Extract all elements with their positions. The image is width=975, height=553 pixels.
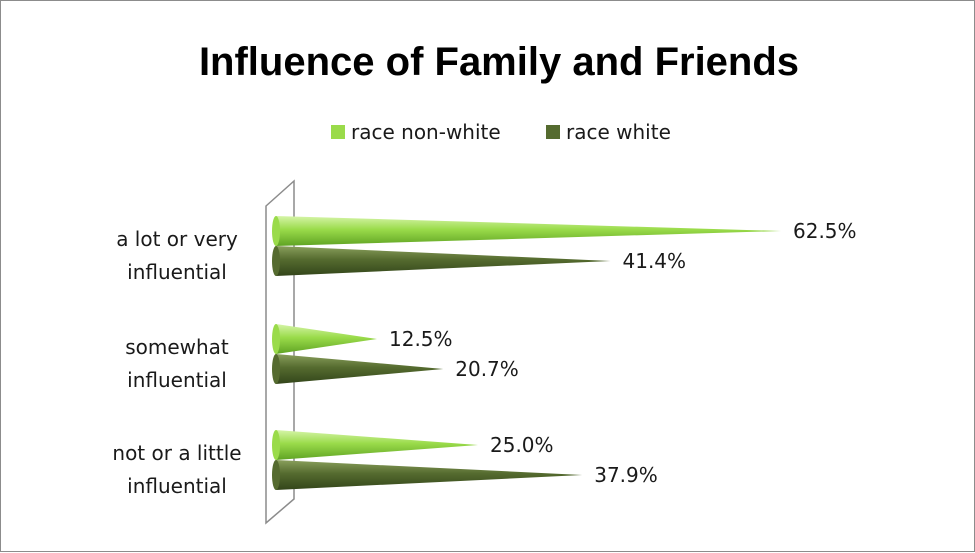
category-label: influential xyxy=(127,474,227,498)
bar-race-white xyxy=(272,354,444,384)
data-label: 37.9% xyxy=(594,463,658,487)
chart-title: Influence of Family and Friends xyxy=(199,40,799,84)
category-label: a lot or very xyxy=(116,227,238,251)
data-label: 12.5% xyxy=(389,327,453,351)
category-label: not or a little xyxy=(112,441,241,465)
data-label: 20.7% xyxy=(455,357,519,381)
legend-swatch-race-white xyxy=(546,125,560,139)
bar-cone xyxy=(276,354,444,384)
legend: race non-white race white xyxy=(331,120,671,144)
bar-base xyxy=(272,324,280,354)
bar-race-non-white xyxy=(272,216,781,246)
bar-cone xyxy=(276,460,583,490)
bars xyxy=(272,216,781,490)
bar-race-non-white xyxy=(272,324,377,354)
bar-base xyxy=(272,460,280,490)
bar-race-white xyxy=(272,460,583,490)
bar-cone xyxy=(276,324,377,354)
data-label: 41.4% xyxy=(623,249,687,273)
bar-race-non-white xyxy=(272,430,478,460)
legend-label-race-non-white: race non-white xyxy=(351,120,501,144)
bar-base xyxy=(272,246,280,276)
data-label: 25.0% xyxy=(490,433,554,457)
bar-cone xyxy=(276,430,478,460)
bar-base xyxy=(272,354,280,384)
bar-cone xyxy=(276,216,781,246)
bar-cone xyxy=(276,246,611,276)
bar-base xyxy=(272,430,280,460)
category-label: influential xyxy=(127,260,227,284)
category-labels: a lot or very influential somewhat influent… xyxy=(112,227,241,498)
bar-race-white xyxy=(272,246,611,276)
legend-label-race-white: race white xyxy=(566,120,671,144)
category-label: influential xyxy=(127,368,227,392)
bar-base xyxy=(272,216,280,246)
legend-swatch-race-non-white xyxy=(331,125,345,139)
data-label: 62.5% xyxy=(793,219,857,243)
category-label: somewhat xyxy=(125,335,229,359)
data-labels: 62.5% 12.5% 25.0% 41.4% 20.7% 37.9% xyxy=(389,219,857,487)
